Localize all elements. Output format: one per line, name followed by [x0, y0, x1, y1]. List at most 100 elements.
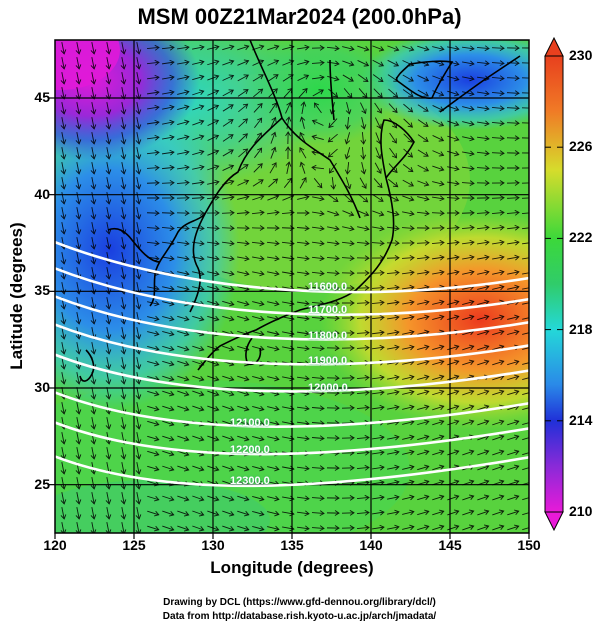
- wind-arrowhead: [199, 240, 205, 247]
- wind-streamline-segment: [266, 211, 280, 215]
- wind-arrowhead: [243, 179, 250, 185]
- wind-streamline-segment: [462, 315, 474, 321]
- wind-streamline-segment: [177, 345, 189, 351]
- wind-streamline-segment: [121, 147, 125, 159]
- wind-streamline-segment: [121, 267, 125, 279]
- wind-streamline-segment: [326, 256, 340, 260]
- wind-streamline-segment: [177, 465, 189, 471]
- wind-arrowhead: [514, 75, 520, 81]
- wind-streamline-segment: [136, 177, 140, 189]
- wind-arrowhead: [499, 165, 505, 171]
- wind-arrowhead: [348, 211, 355, 217]
- wind-streamline-segment: [91, 162, 95, 174]
- wind-arrowhead: [349, 300, 355, 306]
- colorbar-tick-label: 218: [569, 320, 593, 337]
- contour-label: 12300.0: [230, 474, 270, 487]
- wind-arrowhead: [90, 424, 97, 430]
- wind-streamline-segment: [417, 420, 429, 426]
- wind-arrowhead: [183, 511, 190, 517]
- wind-streamline-segment: [267, 376, 279, 380]
- wind-arrowhead: [454, 90, 460, 97]
- wind-streamline-segment: [136, 522, 140, 533]
- wind-arrowhead: [213, 436, 220, 442]
- wind-arrowhead: [285, 146, 291, 152]
- wind-streamline-segment: [417, 465, 429, 471]
- wind-arrowhead: [274, 270, 280, 277]
- wind-arrowhead: [334, 465, 340, 471]
- wind-arrowhead: [242, 118, 249, 124]
- wind-arrowhead: [75, 454, 82, 460]
- wind-arrowhead: [529, 435, 534, 440]
- wind-arrowhead: [90, 124, 97, 130]
- wind-arrowhead: [484, 135, 490, 142]
- wind-arrowhead: [379, 434, 385, 441]
- x-tick-label: 125: [122, 537, 146, 553]
- wind-arrowhead: [105, 499, 112, 505]
- wind-streamline-segment: [222, 45, 234, 51]
- wind-arrowhead: [394, 449, 400, 456]
- wind-streamline-segment: [477, 435, 489, 441]
- wind-arrowhead: [154, 180, 160, 186]
- wind-arrowhead: [469, 150, 475, 157]
- wind-arrowhead: [198, 375, 205, 382]
- wind-streamline-segment: [492, 450, 504, 456]
- wind-streamline-segment: [447, 120, 459, 126]
- wind-arrowhead: [319, 375, 325, 382]
- wind-arrowhead: [424, 419, 430, 426]
- wind-arrowhead: [259, 209, 265, 216]
- wind-streamline-segment: [147, 465, 159, 471]
- wind-arrowhead: [499, 195, 505, 201]
- wind-arrowhead: [514, 180, 520, 186]
- wind-streamline-segment: [177, 106, 189, 110]
- wind-streamline-segment: [331, 176, 335, 190]
- wind-streamline-segment: [76, 57, 80, 69]
- wind-arrowhead: [213, 119, 220, 125]
- wind-streamline-segment: [146, 227, 160, 229]
- wind-arrowhead: [272, 88, 278, 94]
- wind-streamline-segment: [266, 241, 280, 245]
- wind-streamline-segment: [522, 392, 529, 396]
- wind-streamline-segment: [327, 75, 339, 81]
- wind-streamline-segment: [311, 286, 325, 290]
- wind-streamline-segment: [417, 301, 429, 305]
- wind-arrowhead: [213, 405, 220, 412]
- wind-streamline-segment: [327, 194, 339, 202]
- wind-streamline-segment: [252, 435, 264, 441]
- wind-arrowhead: [154, 300, 160, 307]
- wind-streamline-segment: [252, 331, 264, 335]
- wind-arrowhead: [184, 390, 190, 397]
- wind-arrowhead: [454, 404, 460, 411]
- wind-arrowhead: [334, 225, 340, 232]
- wind-streamline-segment: [506, 92, 520, 94]
- wind-streamline-segment: [522, 422, 529, 426]
- wind-arrowhead: [60, 439, 67, 445]
- wind-arrowhead: [454, 224, 460, 231]
- wind-arrowhead: [514, 45, 520, 51]
- wind-streamline-segment: [371, 272, 385, 274]
- wind-arrowhead: [229, 510, 235, 517]
- wind-arrowhead: [453, 494, 460, 501]
- wind-arrowhead: [424, 269, 430, 276]
- colorbar-tick-label: 230: [569, 47, 593, 63]
- wind-arrowhead: [424, 389, 430, 396]
- wind-streamline-segment: [372, 194, 384, 202]
- wind-arrowhead: [424, 509, 430, 516]
- wind-streamline-segment: [417, 119, 429, 127]
- wind-streamline-segment: [492, 315, 504, 321]
- wind-arrowhead: [60, 469, 67, 475]
- wind-streamline-segment: [61, 252, 65, 264]
- wind-streamline-segment: [346, 102, 350, 114]
- wind-arrowhead: [364, 240, 370, 247]
- wind-streamline-segment: [507, 510, 519, 516]
- wind-arrowhead: [484, 299, 490, 306]
- wind-streamline-segment: [462, 405, 474, 411]
- wind-arrowhead: [135, 109, 142, 115]
- wind-streamline-segment: [269, 102, 277, 114]
- wind-arrowhead: [105, 274, 112, 280]
- wind-streamline-segment: [177, 256, 189, 260]
- wind-streamline-segment: [267, 481, 279, 485]
- wind-streamline-segment: [507, 465, 519, 471]
- wind-arrowhead: [75, 49, 82, 55]
- wind-streamline-segment: [192, 495, 204, 501]
- wind-arrowhead: [229, 435, 235, 442]
